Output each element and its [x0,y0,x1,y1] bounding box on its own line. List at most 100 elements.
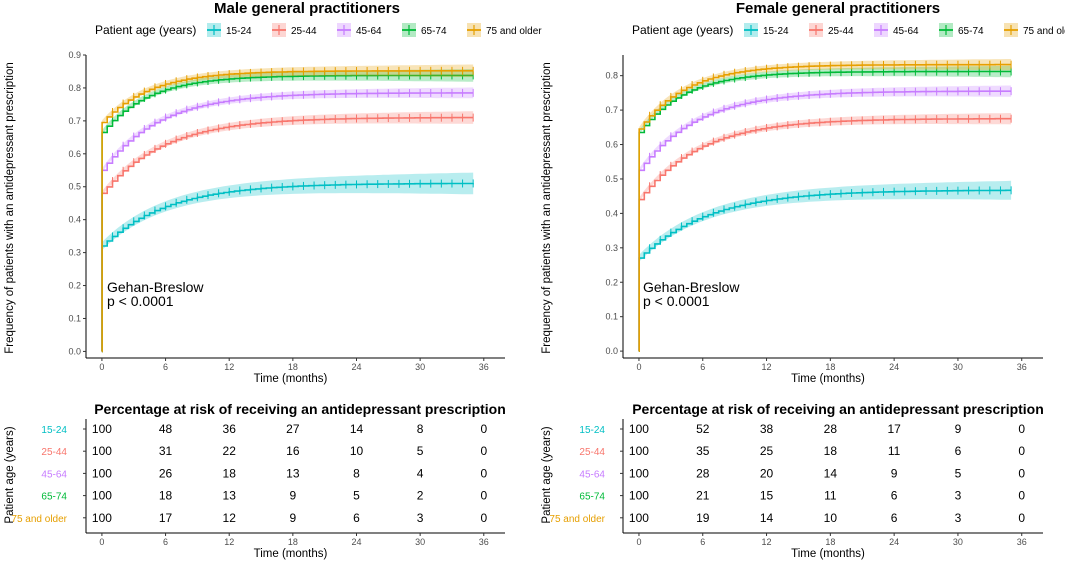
risk-cell: 26 [159,466,173,480]
risk-cell: 5 [955,466,962,480]
legend-item: 75 and older [1004,23,1065,37]
risk-cell: 9 [290,511,297,525]
legend: Patient age (years) 15-24 25-44 45-64 65-74 7… [632,23,1065,37]
y-tick-label: 0.6 [605,140,618,150]
x-tick-label: 30 [415,362,425,372]
legend-item: 65-74 [939,23,984,37]
risk-cell: 36 [223,422,237,436]
risk-cell: 17 [887,422,901,436]
x-tick-label: 6 [700,362,705,372]
x-tick-label: 6 [163,362,168,372]
series-75-and-older [638,59,1012,352]
x-tick-label: 18 [288,362,298,372]
y-tick-label: 0.3 [605,243,618,253]
risk-cell: 17 [159,511,173,525]
risk-cell: 3 [955,489,962,503]
risk-cell: 100 [92,444,112,458]
series-45-64 [638,85,1012,352]
risk-cell: 52 [696,422,710,436]
risk-cell: 19 [696,511,710,525]
legend-item: 25-44 [809,23,854,37]
x-tick-label: 30 [953,362,963,372]
survival-line [101,116,474,353]
y-tick-label: 0.6 [68,149,81,159]
annotation-pvalue: p < 0.0001 [643,293,710,309]
y-tick-label: 0.7 [68,116,81,126]
x-tick-label: 0 [99,362,104,372]
risk-y-axis-label: Patient age (years) [4,426,16,523]
y-tick-label: 0.4 [68,215,81,225]
risk-table: Percentage at risk of receiving an antid… [541,401,1044,560]
risk-cell: 0 [1018,422,1025,436]
risk-x-tick-label: 24 [889,537,899,547]
risk-x-tick-label: 18 [288,537,298,547]
y-tick-label: 0.0 [68,346,81,356]
survival-line [101,92,474,353]
risk-cell: 13 [286,466,300,480]
ci-band [101,87,474,352]
risk-cell: 35 [696,444,710,458]
legend-label: 75 and older [1023,26,1065,37]
series-15-24 [638,180,1012,352]
risk-cell: 10 [350,444,364,458]
risk-cell: 0 [480,422,487,436]
series-45-64 [101,87,474,353]
risk-cell: 3 [955,511,962,525]
risk-x-tick-label: 12 [224,537,234,547]
risk-cell: 100 [92,511,112,525]
risk-cell: 5 [353,489,360,503]
risk-cell: 3 [417,511,424,525]
ci-band [638,180,1012,352]
risk-cell: 21 [696,489,710,503]
legend-label: 15-24 [226,26,252,37]
x-tick-label: 0 [636,362,641,372]
risk-cell: 4 [417,466,424,480]
legend-item: 45-64 [337,23,382,37]
risk-cell: 18 [159,489,173,503]
risk-cell: 14 [350,422,364,436]
risk-cell: 25 [760,444,774,458]
survival-line [638,189,1012,352]
risk-cell: 0 [480,466,487,480]
y-tick-label: 0.9 [68,50,81,60]
risk-x-tick-label: 36 [1017,537,1027,547]
risk-row-label: 75 and older [549,514,605,525]
legend-item: 45-64 [874,23,919,37]
legend-item: 15-24 [744,23,789,37]
risk-x-axis-label: Time (months) [791,548,865,560]
y-tick-label: 0.3 [68,248,81,258]
risk-row-label: 15-24 [579,425,605,436]
risk-cell: 12 [223,511,237,525]
series-25-44 [638,113,1012,352]
series-15-24 [101,172,474,353]
risk-row-label: 65-74 [579,492,605,503]
risk-cell: 11 [824,489,837,503]
risk-x-tick-label: 0 [636,537,641,547]
risk-cell: 0 [1018,466,1025,480]
risk-cell: 14 [760,511,774,525]
y-axis-label: Frequency of patients with an antidepres… [541,62,553,354]
legend-label: 65-74 [958,26,984,37]
risk-y-axis-label: Patient age (years) [541,426,553,523]
risk-x-tick-label: 36 [479,537,489,547]
risk-x-tick-label: 30 [415,537,425,547]
risk-cell: 100 [629,466,649,480]
risk-cell: 31 [159,444,173,458]
risk-cell: 15 [760,489,774,503]
risk-row-label: 25-44 [579,447,605,458]
risk-cell: 100 [92,422,112,436]
legend-label: 15-24 [763,26,789,37]
risk-x-axis-label: Time (months) [254,548,328,560]
risk-x-tick-label: 30 [953,537,963,547]
risk-row-label: 75 and older [11,514,67,525]
y-tick-label: 0.1 [68,313,81,323]
y-tick-label: 0.0 [605,346,618,356]
risk-cell: 18 [824,444,838,458]
y-tick-label: 0.2 [68,281,81,291]
risk-cell: 5 [417,444,424,458]
chart-title: Female general practitioners [736,0,940,17]
annotation-pvalue: p < 0.0001 [107,293,174,309]
x-axis-label: Time (months) [254,373,328,385]
ci-band [101,172,474,352]
